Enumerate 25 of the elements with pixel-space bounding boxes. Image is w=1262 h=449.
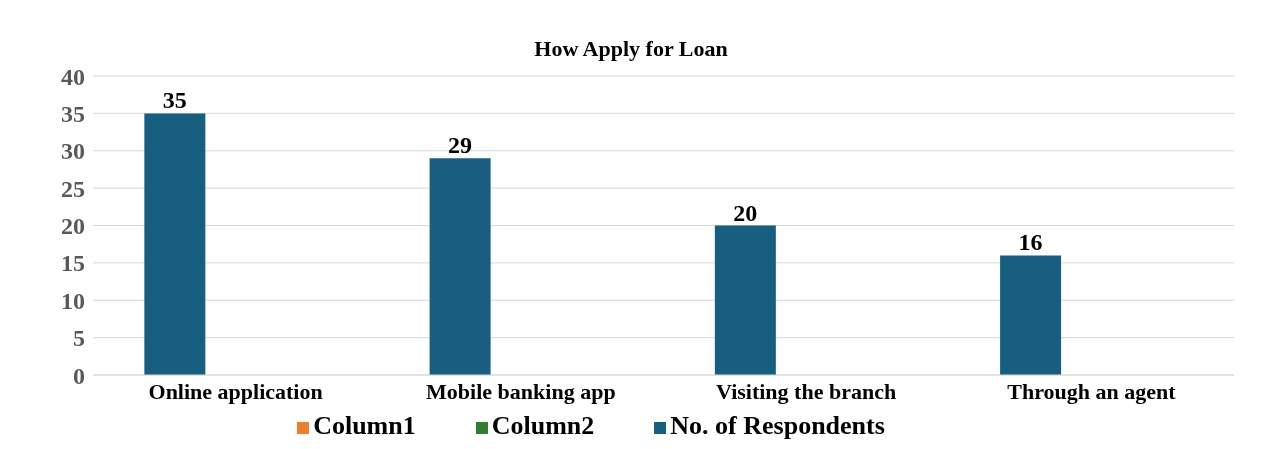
legend-label: Column1 [313,411,416,440]
bar [714,225,776,375]
bar [144,113,206,375]
data-label: 16 [1018,229,1043,256]
data-label: 20 [733,199,758,226]
y-tick-label: 35 [61,100,85,127]
x-tick-label: Mobile banking app [426,378,616,404]
data-label: 35 [162,87,187,114]
y-tick-label: 0 [73,362,85,389]
bar [429,158,491,375]
legend-label: No. of Respondents [670,411,885,440]
y-tick-label: 40 [61,63,85,90]
bar [1000,255,1062,375]
y-tick-label: 15 [61,250,85,277]
x-tick-label: Visiting the branch [716,378,897,404]
y-tick-label: 10 [61,287,85,314]
data-label: 29 [448,132,473,159]
x-tick-label: Online application [148,378,323,404]
legend-label: Column2 [491,411,595,440]
chart-title: How Apply for Loan [534,36,728,61]
y-tick-label: 30 [61,138,85,165]
x-tick-label: Through an agent [1007,378,1177,404]
y-tick-label: 5 [73,325,85,352]
y-tick-label: 25 [61,175,85,202]
y-tick-label: 20 [61,213,85,240]
